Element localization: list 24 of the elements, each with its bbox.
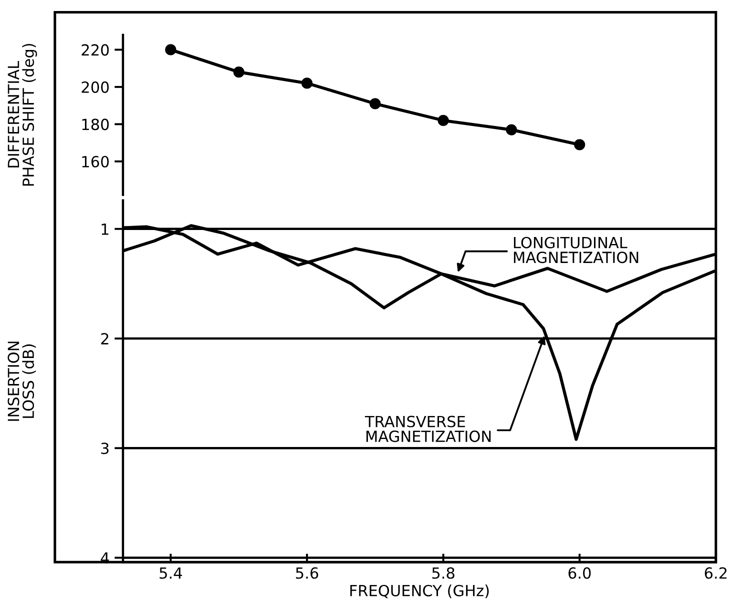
- annotation: LONGITUDINAL MAGNETIZATION: [514, 236, 638, 264]
- point: [233, 66, 244, 78]
- y-tick-label: 200: [82, 81, 109, 93]
- x-tick-label: 6.2: [704, 567, 727, 579]
- point: [301, 78, 313, 89]
- y-axis-title: DIFFERENTIAL PHASE SHIFT (deg): [8, 44, 38, 186]
- y-tick-label: 1: [102, 224, 108, 235]
- x-tick-label: 5.4: [160, 567, 182, 579]
- point: [165, 44, 176, 56]
- annotation: TRANSVERSE MAGNETIZATION: [364, 416, 491, 442]
- x-axis-title: FREQUENCY (GHz): [350, 584, 489, 598]
- y-tick-label: 220: [82, 44, 109, 56]
- point: [506, 124, 517, 136]
- y-axis-title: INSERTION LOSS (dB): [8, 342, 36, 421]
- x-tick-label: 5.8: [432, 567, 454, 579]
- point: [574, 139, 586, 150]
- point: [370, 98, 381, 110]
- y-tick-label: 2: [101, 332, 108, 344]
- y-tick-label: 160: [82, 156, 109, 168]
- point: [438, 114, 449, 126]
- y-tick-label: 180: [82, 118, 109, 130]
- x-tick-label: 6.0: [568, 567, 591, 579]
- x-tick-label: 5.6: [296, 567, 318, 579]
- y-tick-label: 3: [101, 442, 109, 454]
